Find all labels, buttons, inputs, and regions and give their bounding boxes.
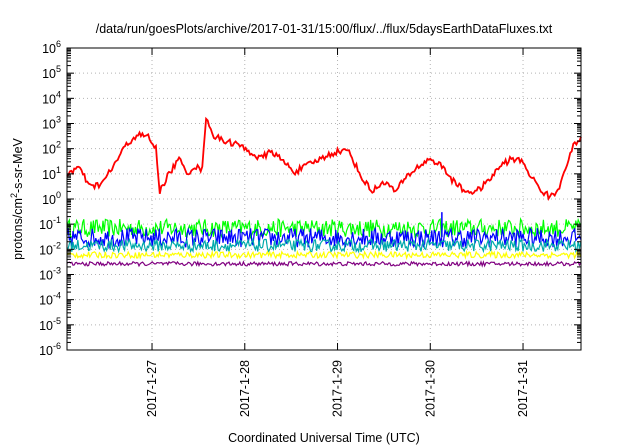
y-tick-label: 106 (42, 39, 61, 56)
x-axis: 2017-1-27 2017-1-28 2017-1-29 2017-1-30 2017… (145, 48, 530, 417)
x-tick-label: 2017-1-30 (423, 360, 437, 417)
series-red-line (66, 116, 582, 202)
x-tick-label: 2017-1-27 (145, 360, 159, 417)
y-tick-label: 100 (42, 190, 61, 207)
x-axis-label: Coordinated Universal Time (UTC) (228, 431, 420, 445)
y-tick-label: 10-1 (39, 215, 61, 232)
series-band-line (66, 259, 582, 268)
y-tick-label: 104 (42, 89, 61, 106)
y-tick-label: 10-3 (39, 266, 61, 283)
y-tick-label: 103 (42, 115, 61, 132)
x-tick-label: 2017-1-28 (238, 360, 252, 417)
y-axis-label: protons/cm2-s-sr-MeV (9, 137, 25, 259)
series-band-line (66, 249, 582, 261)
y-tick-label: 105 (42, 64, 61, 81)
series-band-line (66, 226, 582, 250)
y-tick-label: 10-5 (39, 316, 61, 333)
x-tick-label: 2017-1-29 (331, 360, 345, 417)
y-tick-label: 10-6 (39, 341, 61, 358)
y-tick-label: 10-4 (39, 291, 61, 308)
y-tick-label: 101 (42, 165, 61, 182)
y-tick-label: 102 (42, 140, 61, 157)
y-tick-label: 10-2 (39, 240, 61, 257)
series-band-line (66, 236, 582, 254)
y-axis: 10-6 10-5 10-4 10-3 10-2 10-1 100 101 102 103 104 1… (39, 39, 581, 358)
chart-title: /data/run/goesPlots/archive/2017-01-31/1… (96, 22, 553, 36)
grid (67, 48, 581, 350)
series-band-line (66, 217, 582, 240)
x-tick-label: 2017-1-31 (516, 360, 530, 417)
series-group (66, 116, 582, 268)
